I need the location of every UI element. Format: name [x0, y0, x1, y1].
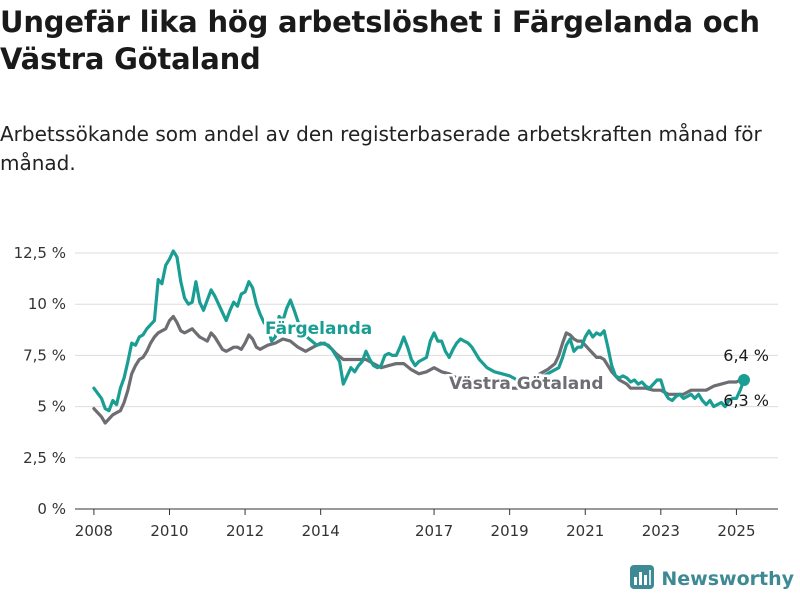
gridlines: [75, 252, 778, 459]
x-tick-label: 2012: [226, 522, 264, 540]
y-tick-label: 5 %: [37, 398, 66, 416]
series-label-fargelanda: Färgelanda: [265, 319, 372, 339]
x-tick-label: 2010: [150, 522, 188, 540]
y-tick-label: 10 %: [28, 295, 66, 313]
series-labels: Färgelanda Västra Götaland 6,4 % 6,3 %: [263, 317, 770, 411]
chart-title: Ungefär lika hög arbetslöshet i Färgelan…: [0, 5, 760, 76]
brand-logo: Newsworthy: [629, 564, 794, 594]
brand-name: Newsworthy: [661, 568, 794, 590]
series-label-vastra-gotaland: Västra Götaland: [449, 374, 604, 394]
end-value-label-fargelanda: 6,3 %: [723, 391, 769, 410]
newsworthy-logo-icon: [629, 564, 655, 594]
x-tick-label: 2025: [717, 522, 755, 540]
x-tick-label: 2021: [566, 522, 604, 540]
end-point-marker: [737, 373, 750, 386]
y-tick-label: 2,5 %: [23, 449, 66, 467]
series-line-fargelanda: [92, 249, 746, 413]
x-tick-label: 2014: [302, 522, 340, 540]
series-lines: [92, 249, 750, 425]
chart-subtitle: Arbetssökande som andel av den registerb…: [0, 122, 762, 175]
x-tick-label: 2008: [75, 522, 113, 540]
x-tick-label: 2019: [491, 522, 529, 540]
y-tick-label: 7,5 %: [23, 346, 66, 364]
axes: 0 % 2,5 % 5 % 7,5 % 10 % 12,5 % 2008 2010 2012 20…: [14, 244, 778, 540]
x-tick-label: 2017: [415, 522, 453, 540]
x-tick-label: 2023: [642, 522, 680, 540]
y-tick-label: 0 %: [37, 500, 66, 518]
end-value-label-vastra-gotaland: 6,4 %: [723, 346, 769, 365]
y-tick-label: 12,5 %: [14, 244, 66, 262]
